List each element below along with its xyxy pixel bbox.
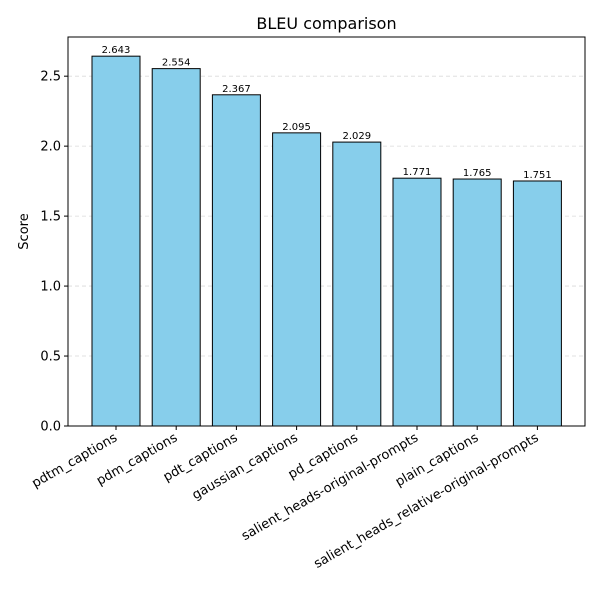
bars <box>91 55 562 427</box>
bar-salient_heads_relative-original-prompts <box>512 180 562 427</box>
data-label: 2.367 <box>222 84 251 95</box>
plot-frame <box>67 36 586 427</box>
bar-pdt_captions <box>211 94 261 427</box>
data-label: 1.765 <box>463 168 492 179</box>
y-axis-label: Score <box>17 213 32 249</box>
x-axis-ticks: pdtm_captionspdm_captionspdt_captionsgau… <box>30 426 542 572</box>
bar-gaussian_captions <box>272 132 322 427</box>
data-label: 1.751 <box>523 170 552 181</box>
data-labels: 2.643 2.554 2.367 2.095 2.029 1.771 1.765 1.751 <box>102 45 552 181</box>
y-tick-label: 2.0 <box>40 140 61 155</box>
bar-pdm_captions <box>151 68 201 427</box>
y-tick-label: 2.5 <box>40 70 61 85</box>
data-label: 2.095 <box>282 122 311 133</box>
data-label: 1.771 <box>403 167 432 178</box>
y-tick-label: 1.5 <box>40 210 61 225</box>
y-tick-label: 0.5 <box>40 350 61 365</box>
bar-plain_captions <box>452 178 502 427</box>
data-label: 2.643 <box>102 45 131 56</box>
grid-lines <box>68 75 585 357</box>
chart-title: BLEU comparison <box>256 14 396 33</box>
data-label: 2.554 <box>162 58 191 69</box>
bar-pdtm_captions <box>91 55 141 427</box>
bar-pd_captions <box>332 141 382 427</box>
y-tick-label: 0.0 <box>40 420 61 435</box>
x-tick-label: gaussian_captions <box>190 430 301 503</box>
y-tick-label: 1.0 <box>40 280 61 295</box>
y-axis-ticks: 0.0 0.5 1.0 1.5 2.0 2.5 <box>40 70 68 435</box>
bar-salient_heads-original-prompts <box>392 177 442 427</box>
data-label: 2.029 <box>342 131 371 142</box>
